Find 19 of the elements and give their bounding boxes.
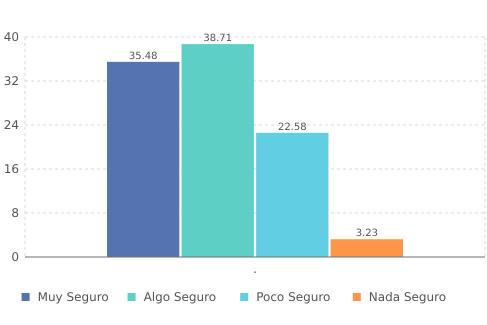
y-tick-label: 32: [4, 74, 19, 88]
y-tick-label: 16: [4, 162, 19, 176]
bar: [107, 62, 180, 257]
data-label: 3.23: [356, 228, 378, 240]
x-tick-label: .: [253, 262, 257, 276]
bar: [256, 132, 328, 257]
bar: [330, 239, 403, 257]
bar: [182, 44, 254, 257]
data-label: 35.48: [128, 50, 158, 62]
y-tick-label: 0: [11, 250, 19, 264]
y-tick-label: 8: [11, 206, 19, 220]
y-tick-label: 24: [4, 118, 19, 132]
y-tick-label: 40: [4, 30, 19, 44]
data-label: 38.71: [203, 33, 232, 44]
legend-label: Nada Seguro: [368, 290, 446, 304]
legend-label: Poco Seguro: [256, 290, 330, 304]
legend-label: Muy Seguro: [38, 290, 109, 304]
legend-label: Algo Seguro: [144, 290, 216, 304]
data-label: 22.58: [278, 122, 307, 133]
